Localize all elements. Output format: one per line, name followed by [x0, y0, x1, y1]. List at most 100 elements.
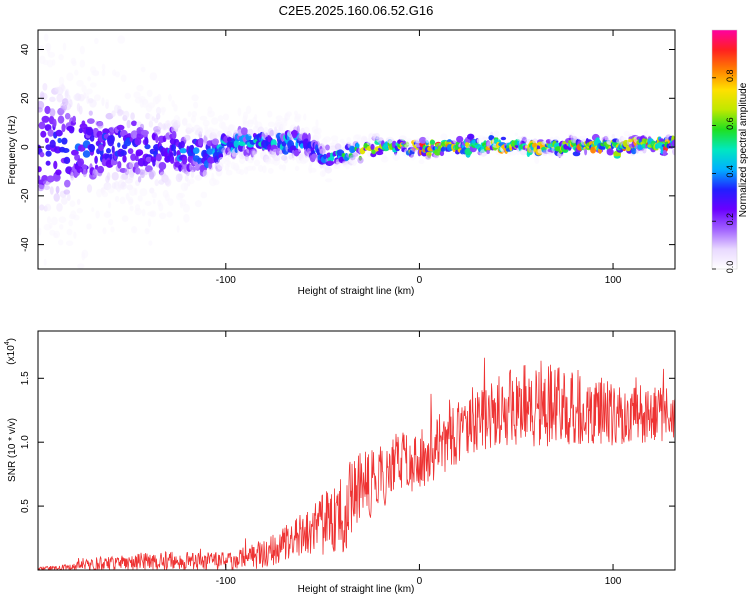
spectrogram-cell [101, 191, 109, 198]
spectrogram-cell [153, 129, 161, 135]
spectrogram-cell [183, 213, 190, 223]
spectrogram-cell [324, 166, 332, 174]
spectrogram-cell [171, 130, 177, 140]
spectrogram-cell [311, 153, 318, 159]
spectrogram-cell [89, 99, 97, 108]
x-tick-label: 0 [417, 576, 423, 587]
spectrogram-cell [123, 110, 130, 119]
y-tick-label: -20 [20, 188, 31, 203]
spectrogram-cell [53, 193, 60, 202]
spectrogram-cell [117, 109, 125, 115]
spectrogram-cell [177, 117, 181, 126]
spectrogram-cell [66, 72, 74, 82]
spectrogram-cell [281, 154, 288, 161]
spectrogram-cell [44, 137, 50, 143]
spectrogram-cell [86, 88, 93, 95]
spectrogram-cell [642, 147, 647, 154]
spectrogram-cell [440, 133, 448, 140]
spectrogram-cell [157, 93, 162, 103]
spectrogram-cell [182, 117, 188, 125]
spectrogram-cell [47, 59, 54, 68]
colorbar-tick-label: 0.0 [725, 261, 735, 274]
spectrogram-cell [303, 126, 310, 134]
spectrogram-cell [110, 226, 115, 233]
spectrogram-cell [49, 108, 56, 117]
spectrogram-cell [64, 112, 71, 120]
spectrogram-cell [267, 167, 274, 174]
spectrogram-cell [82, 150, 91, 158]
spectrogram-panel: -100 0 100 -40 -20 0 20 40 Height of straight … [7, 29, 676, 297]
spectrogram-cell [91, 70, 100, 76]
spectrogram-cell [38, 166, 42, 173]
y-tick-label: 0 [20, 144, 31, 150]
spectrogram-cell [197, 138, 204, 147]
snr-plot-area [38, 331, 675, 570]
spectrogram-cell [355, 142, 360, 149]
spectrogram-cells [38, 33, 675, 269]
spectrogram-cell [349, 145, 356, 154]
spectrogram-cell [211, 128, 219, 135]
spectrogram-cell [152, 198, 156, 205]
spectrogram-cell [128, 198, 133, 206]
spectrogram-cell [57, 239, 64, 246]
spectrogram-cell [45, 42, 52, 52]
spectrogram-cell [144, 228, 150, 235]
spectrogram-cell [122, 155, 127, 163]
spectrogram-cell [191, 115, 196, 123]
spectrogram-cell [134, 207, 142, 216]
spectrogram-cell [509, 150, 517, 156]
spectrogram-cell [202, 169, 208, 178]
spectrogram-cell [101, 97, 105, 106]
spectrogram-cell [356, 137, 362, 143]
spectrogram-cell [357, 157, 364, 164]
spectrogram-cell [111, 110, 116, 117]
spectrogram-cell [606, 148, 614, 156]
spectrogram-cell [346, 137, 352, 144]
spectrogram-cell [55, 169, 62, 176]
spectrogram-cell [182, 156, 188, 165]
spectrogram-cell [87, 76, 91, 82]
spectrogram-cell [151, 116, 155, 122]
spectrogram-cell [226, 136, 233, 143]
spectrogram-cell [151, 191, 157, 199]
spectrogram-cell [294, 113, 302, 120]
spectrogram-cell [370, 143, 375, 151]
spectrogram-cell [178, 164, 183, 172]
spectrogram-cell [39, 91, 45, 100]
spectrogram-cell [628, 138, 633, 143]
spectrogram-cell [375, 150, 384, 156]
x-tick-label: 100 [605, 275, 622, 286]
spectrogram-cell [120, 74, 127, 83]
snr-x-axis-label: Height of straight line (km) [298, 584, 415, 595]
spectrogram-cell [111, 159, 118, 166]
spectrogram-cell [39, 45, 44, 52]
spectrogram-cell [46, 175, 55, 183]
spectrogram-cell [486, 149, 490, 154]
spectrogram-cell [195, 164, 199, 170]
spectrogram-cell [43, 33, 49, 42]
spectrogram-cell [137, 195, 143, 202]
spectrogram-cell [155, 106, 162, 115]
spectrogram-cell [101, 69, 106, 77]
spectrogram-cell [61, 196, 68, 205]
spectrogram-cell [76, 79, 84, 87]
spectrogram-cell [106, 172, 111, 181]
spectrogram-cell [117, 35, 126, 44]
spectrogram-cell [111, 171, 119, 181]
spectrogram-cell [334, 143, 342, 151]
colorbar: 0.0 0.2 0.4 0.6 0.8 Normalized spectral ampl… [711, 29, 749, 274]
spectrogram-cell [183, 182, 188, 191]
x-tick-label: -100 [216, 275, 236, 286]
spectrogram-cell [117, 142, 121, 148]
spectrogram-cell [63, 189, 71, 195]
spectrogram-cell [43, 258, 47, 266]
spectrogram-cell [97, 121, 104, 129]
spectrogram-cell [252, 150, 256, 157]
spectrogram-cell [246, 165, 254, 171]
spectrogram-cell [193, 101, 199, 109]
spectrogram-cell [262, 165, 267, 174]
spectrogram-cell [52, 118, 57, 128]
spectrogram-cell [158, 202, 164, 212]
spectrogram-cell [227, 160, 231, 168]
snr-x-ticks: -100 0 100 [216, 331, 622, 587]
